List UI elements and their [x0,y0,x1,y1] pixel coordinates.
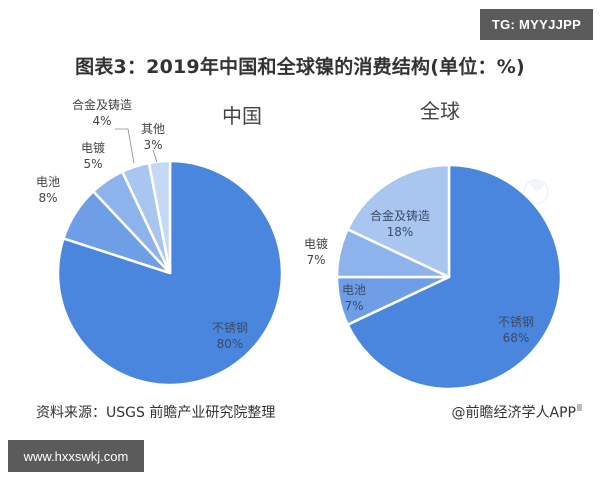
pie-slice-other [147,159,172,275]
credit-note: @前瞻经济学人APP [452,402,582,422]
label-value: 5% [83,157,103,171]
label-value: 80% [216,337,244,351]
leader-line-other [152,149,158,163]
china-label-alloy: 合金及铸造 4% [62,97,142,129]
global-pie [335,163,563,391]
tg-badge: TG: MYYJJPP [480,9,593,40]
label-name: 合金及铸造 [369,209,430,223]
label-name: 电镀 [303,237,328,251]
china-label-stainless: 不锈钢 80% [200,320,260,352]
global-label-battery: 电池 7% [334,282,374,314]
pie-slice-alloy [346,163,451,279]
label-name: 不锈钢 [211,321,248,335]
label-value: 4% [92,114,112,128]
pie-slice-stainless [346,163,563,391]
url-badge: www.hxxswkj.com [8,440,144,472]
label-value: 7% [306,253,326,267]
global-label-alloy: 合金及铸造 18% [360,208,440,240]
credit-text: @前瞻经济学人APP [451,405,576,421]
chart-title: 图表3：2019年中国和全球镍的消费结构(单位：%) [75,56,525,78]
label-name: 其他 [140,122,165,136]
china-label-plating: 电镀 5% [73,140,113,172]
label-value: 8% [38,191,58,205]
label-name: 合金及铸造 [71,98,132,112]
china-pie [56,159,284,387]
label-value: 68% [502,331,530,345]
global-pie-title: 全球 [420,99,460,123]
leader-line-alloy [115,128,135,164]
china-label-other: 其他 3% [133,121,173,153]
china-label-battery: 电池 8% [28,174,68,206]
label-name: 电池 [35,175,60,189]
label-value: 3% [143,138,163,152]
label-value: 7% [344,299,364,313]
label-name: 电池 [341,283,366,297]
label-name: 电镀 [80,141,105,155]
source-note: 资料来源：USGS 前瞻产业研究院整理 [36,405,276,421]
china-pie-title: 中国 [222,104,262,128]
global-label-stainless: 不锈钢 68% [486,314,546,346]
credit-mark-icon [577,404,582,411]
global-label-plating: 电镀 7% [296,236,336,268]
label-name: 不锈钢 [497,315,534,329]
label-value: 18% [386,225,414,239]
